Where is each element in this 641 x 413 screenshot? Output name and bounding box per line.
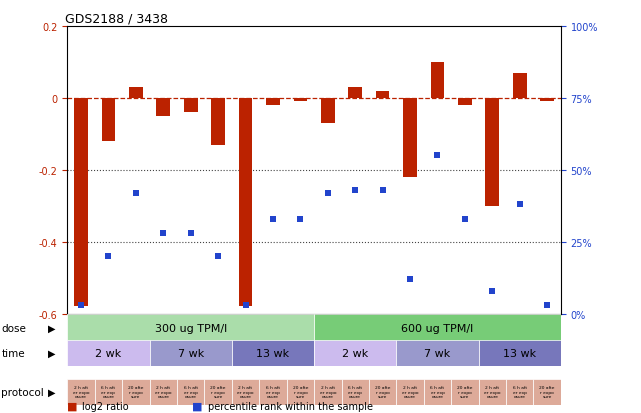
Text: 20 afte
r expo
sure: 20 afte r expo sure [293,385,308,398]
Bar [314,379,342,405]
Text: time: time [1,348,25,358]
Bar [431,63,444,99]
Point [76,302,86,309]
Text: 20 afte
r expo
sure: 20 afte r expo sure [375,385,390,398]
Point [405,276,415,283]
Text: 20 afte
r expo
sure: 20 afte r expo sure [128,385,144,398]
Text: 2 h aft
er expo
osure: 2 h aft er expo osure [320,385,336,398]
Text: GDS2188 / 3438: GDS2188 / 3438 [65,13,168,26]
Bar [513,74,527,99]
Bar [266,99,280,106]
Text: 2 wk: 2 wk [342,348,369,358]
Bar [424,379,451,405]
Point [268,216,278,223]
Text: 20 afte
r expo
sure: 20 afte r expo sure [210,385,226,398]
Point [460,216,470,223]
Bar [149,340,232,366]
Bar [348,88,362,99]
Bar [396,340,479,366]
Point [158,230,169,237]
Point [378,187,388,194]
Text: 600 ug TPM/l: 600 ug TPM/l [401,323,474,333]
Text: 2 h aft
er expo
osure: 2 h aft er expo osure [237,385,254,398]
Text: 20 afte
r expo
sure: 20 afte r expo sure [540,385,555,398]
Bar [451,379,479,405]
Bar [287,379,314,405]
Bar [259,379,287,405]
Bar [95,379,122,405]
Text: 6 h aft
er exp
osure: 6 h aft er exp osure [513,385,527,398]
Bar [314,315,561,341]
Bar [67,315,314,341]
Point [213,253,223,260]
Text: 2 h aft
er expo
osure: 2 h aft er expo osure [402,385,419,398]
Text: 13 wk: 13 wk [256,348,290,358]
Point [322,190,333,197]
Text: percentile rank within the sample: percentile rank within the sample [208,401,373,411]
Text: 13 wk: 13 wk [503,348,537,358]
Point [350,187,360,194]
Point [186,230,196,237]
Text: 6 h aft
er exp
osure: 6 h aft er exp osure [101,385,115,398]
Text: ▶: ▶ [48,387,56,397]
Text: 2 h aft
er expo
osure: 2 h aft er expo osure [155,385,172,398]
Text: 2 wk: 2 wk [96,348,122,358]
Point [131,190,141,197]
Bar [485,99,499,206]
Point [542,302,553,309]
Bar [177,379,204,405]
Bar [156,99,170,116]
Bar [67,340,149,366]
Text: ▶: ▶ [48,323,56,333]
Text: log2 ratio: log2 ratio [82,401,129,411]
Bar [184,99,197,113]
Text: dose: dose [1,323,26,333]
Bar [479,379,506,405]
Text: protocol: protocol [1,387,44,397]
Bar [342,379,369,405]
Point [432,153,442,159]
Bar [314,340,396,366]
Text: 300 ug TPM/l: 300 ug TPM/l [154,323,227,333]
Text: 6 h aft
er exp
osure: 6 h aft er exp osure [430,385,445,398]
Bar [101,99,115,142]
Bar [458,99,472,106]
Bar [232,340,314,366]
Point [240,302,251,309]
Bar [67,379,95,405]
Bar [122,379,149,405]
Bar [149,379,177,405]
Bar [506,379,533,405]
Bar [403,99,417,178]
Bar [369,379,396,405]
Bar [376,91,390,99]
Bar [212,99,225,145]
Point [515,202,525,208]
Text: 6 h aft
er exp
osure: 6 h aft er exp osure [266,385,280,398]
Bar [294,99,307,102]
Bar [396,379,424,405]
Text: 7 wk: 7 wk [178,348,204,358]
Bar [321,99,335,124]
Text: 2 h aft
er expo
osure: 2 h aft er expo osure [484,385,501,398]
Bar [533,379,561,405]
Point [296,216,306,223]
Bar [232,379,259,405]
Text: 7 wk: 7 wk [424,348,451,358]
Text: ■: ■ [192,401,203,411]
Text: 6 h aft
er exp
osure: 6 h aft er exp osure [183,385,198,398]
Bar [238,99,253,307]
Text: 2 h aft
er expo
osure: 2 h aft er expo osure [73,385,89,398]
Text: 20 afte
r expo
sure: 20 afte r expo sure [457,385,472,398]
Bar [74,99,88,307]
Bar [129,88,143,99]
Bar [540,99,554,102]
Bar [479,340,561,366]
Text: 6 h aft
er exp
osure: 6 h aft er exp osure [348,385,362,398]
Text: ■: ■ [67,401,78,411]
Point [103,253,113,260]
Point [487,287,497,294]
Bar [204,379,232,405]
Text: ▶: ▶ [48,348,56,358]
